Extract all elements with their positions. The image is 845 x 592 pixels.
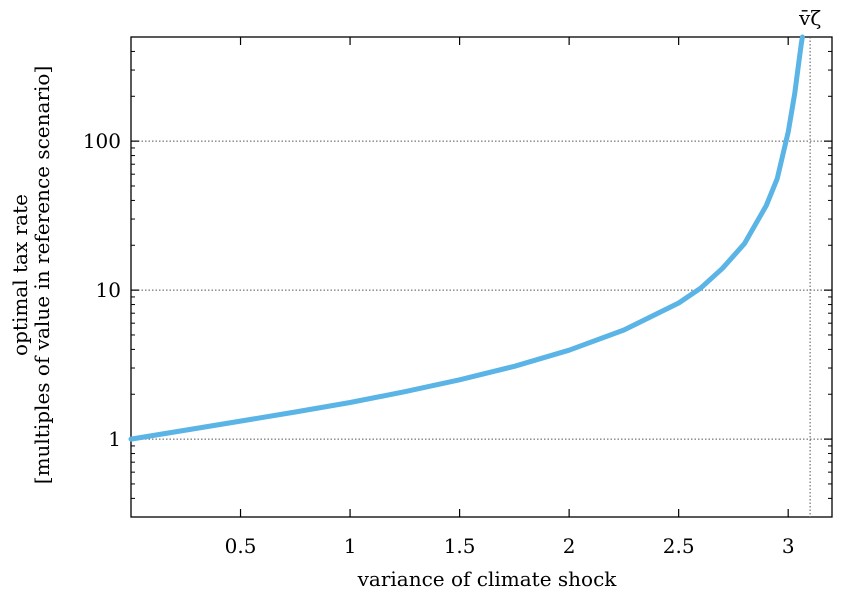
- x-tick-label: 2.5: [663, 534, 695, 558]
- vline-annotation: v̄ζ: [798, 6, 821, 517]
- x-tick-label: 0.5: [225, 534, 257, 558]
- plot-frame: [130, 36, 833, 518]
- y-axis-label: optimal tax rate [multiples of value in …: [8, 66, 54, 484]
- x-tick-label: 3: [782, 534, 795, 558]
- x-axis: 0.5 1 1.5 2 2.5 3: [225, 37, 795, 558]
- x-tick-label: 1: [344, 534, 357, 558]
- x-axis-label: variance of climate shock: [357, 567, 618, 591]
- y-tick-label: 100: [83, 129, 121, 153]
- vline-label: v̄ζ: [798, 6, 821, 30]
- y-tick-label: 10: [96, 278, 121, 302]
- y-axis-label-line-2: [multiples of value in reference scenari…: [30, 66, 54, 484]
- x-tick-label: 1.5: [444, 534, 476, 558]
- y-tick-label: 1: [108, 427, 121, 451]
- y-axis-label-line-1: optimal tax rate: [8, 194, 32, 356]
- x-tick-label: 2: [563, 534, 576, 558]
- series-line: [128, 34, 805, 442]
- y-axis: 1 10 100: [83, 50, 832, 518]
- grid: [131, 140, 832, 440]
